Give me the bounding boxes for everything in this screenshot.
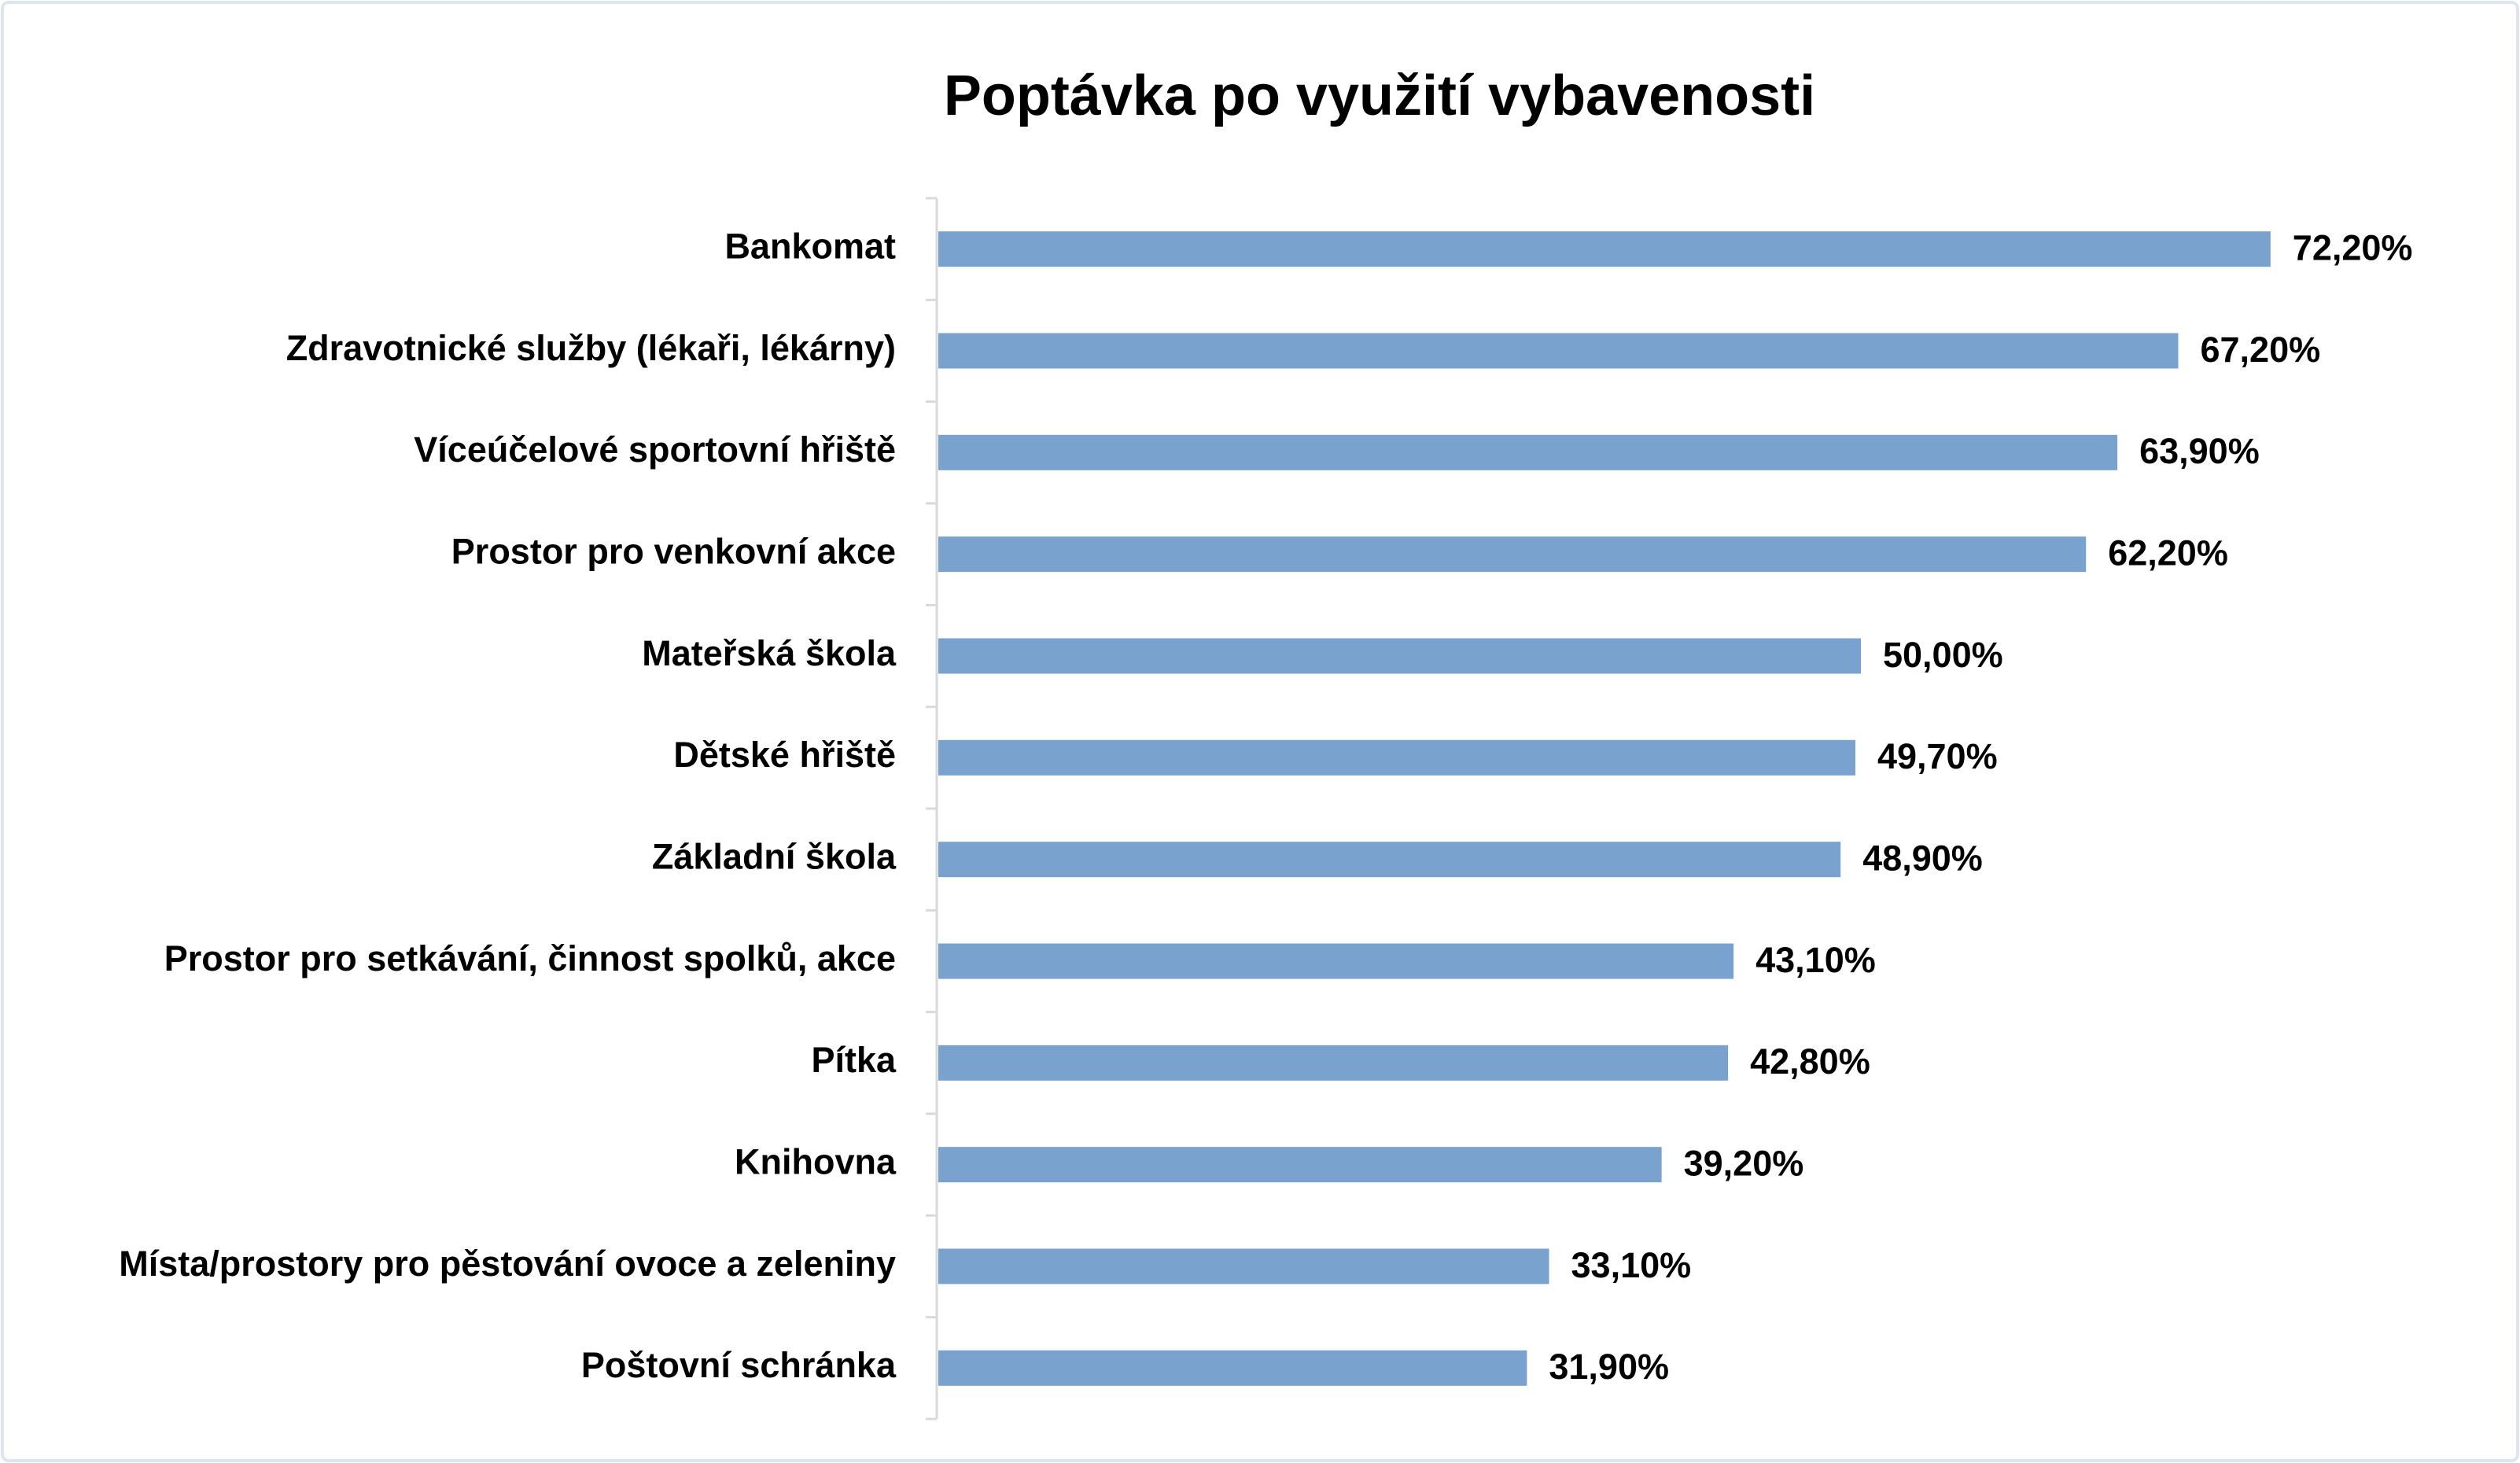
data-label: 48,90%: [1862, 838, 1983, 879]
bar: [938, 333, 2179, 369]
bar: [938, 536, 2087, 573]
y-tick-label: Bankomat: [724, 227, 896, 267]
data-label: 31,90%: [1549, 1347, 1669, 1387]
data-label: 50,00%: [1883, 635, 2003, 675]
y-tick-label: Poštovní schránka: [581, 1345, 897, 1385]
y-tick-label: Pítka: [811, 1040, 897, 1080]
bar: [938, 1248, 1549, 1284]
y-tick-label: Mateřská škola: [642, 633, 897, 673]
bar: [938, 1350, 1527, 1386]
bar: [938, 842, 1841, 878]
bar: [938, 231, 2271, 267]
y-tick-label: Prostor pro setkávání, činnost spolků, a…: [164, 938, 896, 978]
bar: [938, 1147, 1662, 1183]
y-tick-label: Místa/prostory pro pěstování ovoce a zel…: [119, 1244, 896, 1284]
y-tick-label: Dětské hřiště: [673, 735, 896, 775]
y-tick-label: Základní škola: [652, 837, 897, 877]
data-label: 62,20%: [2108, 533, 2228, 573]
bar: [938, 638, 1861, 674]
y-tick-label: Knihovna: [735, 1142, 897, 1182]
bar: [938, 1045, 1729, 1081]
data-label: 63,90%: [2139, 431, 2260, 471]
y-tick-label: Zdravotnické služby (lékaři, lékárny): [286, 328, 896, 368]
bar: [938, 434, 2118, 470]
bar: [938, 739, 1855, 776]
data-label: 33,10%: [1571, 1245, 1692, 1285]
data-label: 43,10%: [1756, 940, 1876, 980]
data-label: 67,20%: [2201, 330, 2321, 370]
data-label: 49,70%: [1877, 736, 1998, 776]
bar: [938, 943, 1734, 979]
data-label: 39,20%: [1684, 1144, 1804, 1184]
data-label: 42,80%: [1750, 1041, 1870, 1082]
y-tick-label: Prostor pro venkovní akce: [451, 532, 896, 572]
data-label: 72,20%: [2293, 228, 2413, 268]
chart-title: Poptávka po využití vybavenosti: [944, 64, 1815, 127]
y-tick-label: Víceúčelové sportovní hřiště: [414, 429, 896, 470]
